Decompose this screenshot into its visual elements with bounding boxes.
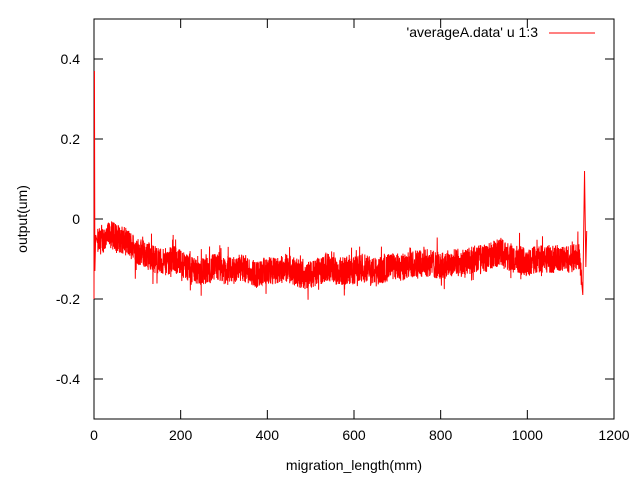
series-layer <box>93 70 588 300</box>
y-tick-label: 0 <box>72 211 80 227</box>
x-tick-label: 800 <box>429 427 453 443</box>
x-tick-label: 200 <box>169 427 193 443</box>
y-axis-label: output(um) <box>14 185 30 253</box>
y-tick-label: -0.4 <box>56 371 80 387</box>
y-axis-ticks: -0.4 -0.2 0 0.2 0.4 <box>56 51 614 387</box>
x-tick-label: 400 <box>256 427 280 443</box>
y-tick-label: 0.2 <box>61 131 81 147</box>
legend: 'averageA.data' u 1:3 <box>407 24 595 40</box>
x-axis-ticks: 0 200 400 600 800 1000 1200 <box>90 19 630 443</box>
y-tick-label: -0.2 <box>56 291 80 307</box>
x-tick-label: 1200 <box>598 427 629 443</box>
series-line <box>93 70 588 300</box>
y-tick-label: 0.4 <box>61 51 81 67</box>
x-tick-label: 1000 <box>512 427 543 443</box>
plot-frame <box>93 18 615 420</box>
legend-label: 'averageA.data' u 1:3 <box>407 24 539 40</box>
x-axis-label: migration_length(mm) <box>286 457 422 473</box>
x-tick-label: 600 <box>342 427 366 443</box>
x-tick-label: 0 <box>90 427 98 443</box>
